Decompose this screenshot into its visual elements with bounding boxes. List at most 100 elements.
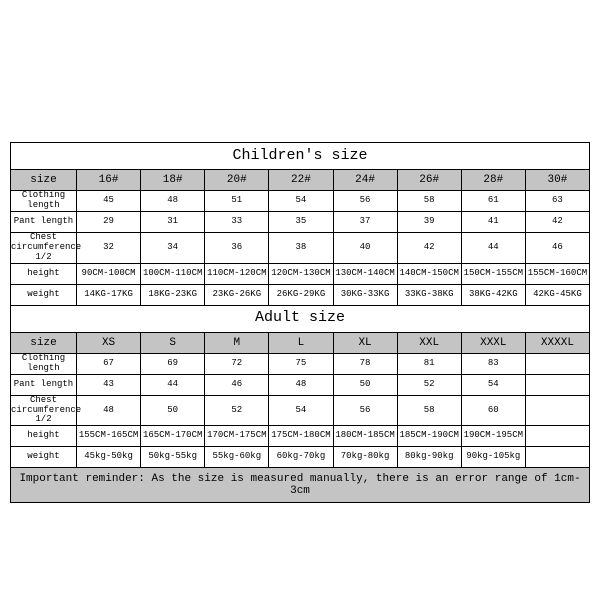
adult-header-col-3: L (269, 332, 333, 353)
adult-row-2-val-7 (525, 395, 589, 426)
adult-row-1-val-5: 52 (397, 374, 461, 395)
children-row-2-val-3: 38 (269, 233, 333, 264)
adult-header-col-2: M (205, 332, 269, 353)
children-row-2-val-6: 44 (461, 233, 525, 264)
adult-row-2-val-3: 54 (269, 395, 333, 426)
reminder-text: Important reminder: As the size is measu… (11, 468, 590, 503)
adult-row-3-val-0: 155CM-165CM (77, 426, 141, 447)
children-header-col-1: 18# (141, 170, 205, 191)
children-row-4-val-4: 30KG-33KG (333, 284, 397, 305)
adult-row-2-val-2: 52 (205, 395, 269, 426)
size-chart-table: Children's sizesize16#18#20#22#24#26#28#… (10, 142, 590, 503)
adult-row-2-val-0: 48 (77, 395, 141, 426)
adult-row-0-val-1: 69 (141, 353, 205, 374)
adult-header-col-1: S (141, 332, 205, 353)
children-row-0-label: Clothing length (11, 191, 77, 212)
children-row-0-val-7: 63 (525, 191, 589, 212)
children-row-3-val-3: 120CM-130CM (269, 263, 333, 284)
adult-header-col-7: XXXXL (525, 332, 589, 353)
children-row-2-val-2: 36 (205, 233, 269, 264)
children-row-4-val-1: 18KG-23KG (141, 284, 205, 305)
children-row-2-val-0: 32 (77, 233, 141, 264)
adult-header-col-4: XL (333, 332, 397, 353)
adult-row-0-val-3: 75 (269, 353, 333, 374)
adult-row-3-val-2: 170CM-175CM (205, 426, 269, 447)
children-header-col-3: 22# (269, 170, 333, 191)
adult-row-4-val-3: 60kg-70kg (269, 447, 333, 468)
adult-row-0-label: Clothing length (11, 353, 77, 374)
adult-row-2-val-4: 56 (333, 395, 397, 426)
children-row-1-val-1: 31 (141, 212, 205, 233)
adult-row-3-val-4: 180CM-185CM (333, 426, 397, 447)
children-row-1-label: Pant length (11, 212, 77, 233)
children-row-0-val-4: 56 (333, 191, 397, 212)
adult-row-2-val-5: 58 (397, 395, 461, 426)
children-row-4-val-2: 23KG-26KG (205, 284, 269, 305)
adult-title: Adult size (11, 305, 590, 332)
adult-row-3-val-1: 165CM-170CM (141, 426, 205, 447)
adult-row-1-val-6: 54 (461, 374, 525, 395)
adult-row-0-val-7 (525, 353, 589, 374)
adult-row-1-val-7 (525, 374, 589, 395)
children-row-2-val-5: 42 (397, 233, 461, 264)
children-header-col-5: 26# (397, 170, 461, 191)
adult-row-4-val-4: 70kg-80kg (333, 447, 397, 468)
children-row-1-val-4: 37 (333, 212, 397, 233)
children-row-4-val-3: 26KG-29KG (269, 284, 333, 305)
children-row-1-val-2: 33 (205, 212, 269, 233)
adult-row-1-val-3: 48 (269, 374, 333, 395)
children-row-0-val-3: 54 (269, 191, 333, 212)
children-header-col-0: 16# (77, 170, 141, 191)
children-row-3-val-7: 155CM-160CM (525, 263, 589, 284)
adult-row-0-val-6: 83 (461, 353, 525, 374)
children-row-0-val-2: 51 (205, 191, 269, 212)
adult-row-1-label: Pant length (11, 374, 77, 395)
adult-row-0-val-0: 67 (77, 353, 141, 374)
adult-row-4-val-7 (525, 447, 589, 468)
children-row-0-val-0: 45 (77, 191, 141, 212)
adult-row-1-val-4: 50 (333, 374, 397, 395)
children-row-1-val-5: 39 (397, 212, 461, 233)
adult-row-0-val-4: 78 (333, 353, 397, 374)
children-row-3-val-4: 130CM-140CM (333, 263, 397, 284)
children-row-1-val-0: 29 (77, 212, 141, 233)
children-row-2-val-7: 46 (525, 233, 589, 264)
adult-header-col-5: XXL (397, 332, 461, 353)
adult-row-4-val-6: 90kg-105kg (461, 447, 525, 468)
adult-header-label: size (11, 332, 77, 353)
children-row-0-val-6: 61 (461, 191, 525, 212)
children-row-4-label: weight (11, 284, 77, 305)
children-header-col-7: 30# (525, 170, 589, 191)
children-header-label: size (11, 170, 77, 191)
children-row-1-val-3: 35 (269, 212, 333, 233)
children-row-3-val-2: 110CM-120CM (205, 263, 269, 284)
children-row-3-val-1: 100CM-110CM (141, 263, 205, 284)
adult-row-2-val-6: 60 (461, 395, 525, 426)
adult-row-1-val-2: 46 (205, 374, 269, 395)
children-row-0-val-5: 58 (397, 191, 461, 212)
adult-row-4-val-1: 50kg-55kg (141, 447, 205, 468)
adult-row-3-val-7 (525, 426, 589, 447)
children-row-4-val-5: 33KG-38KG (397, 284, 461, 305)
adult-row-4-val-2: 55kg-60kg (205, 447, 269, 468)
children-row-3-label: height (11, 263, 77, 284)
adult-row-3-val-5: 185CM-190CM (397, 426, 461, 447)
children-row-3-val-5: 140CM-150CM (397, 263, 461, 284)
children-row-0-val-1: 48 (141, 191, 205, 212)
adult-row-3-val-3: 175CM-180CM (269, 426, 333, 447)
children-row-3-val-6: 150CM-155CM (461, 263, 525, 284)
children-header-col-2: 20# (205, 170, 269, 191)
children-row-3-val-0: 90CM-100CM (77, 263, 141, 284)
children-title: Children's size (11, 143, 590, 170)
children-row-4-val-0: 14KG-17KG (77, 284, 141, 305)
adult-row-2-label: Chest circumference 1/2 (11, 395, 77, 426)
children-row-4-val-7: 42KG-45KG (525, 284, 589, 305)
children-row-2-val-4: 40 (333, 233, 397, 264)
adult-row-4-val-5: 80kg-90kg (397, 447, 461, 468)
adult-row-2-val-1: 50 (141, 395, 205, 426)
adult-row-1-val-1: 44 (141, 374, 205, 395)
adult-header-col-0: XS (77, 332, 141, 353)
adult-row-1-val-0: 43 (77, 374, 141, 395)
adult-row-4-val-0: 45kg-50kg (77, 447, 141, 468)
adult-row-0-val-2: 72 (205, 353, 269, 374)
